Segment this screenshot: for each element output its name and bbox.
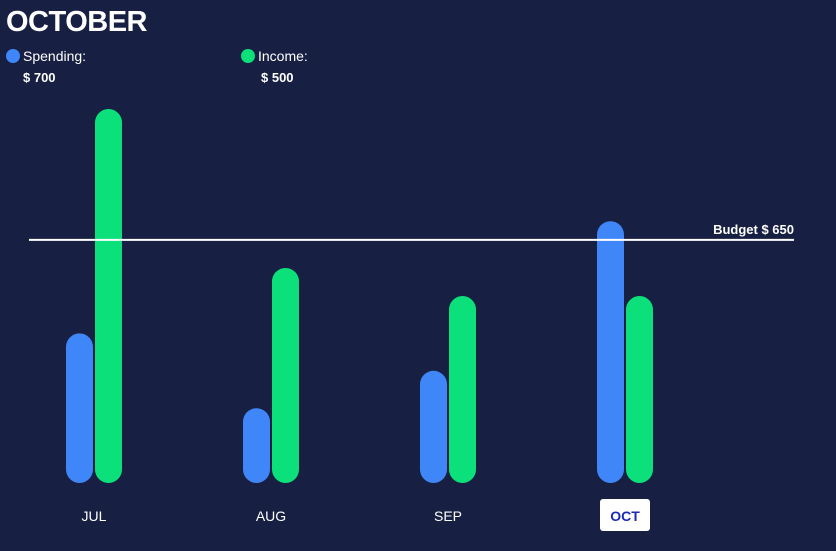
bar-spending-sep bbox=[420, 370, 447, 483]
x-tick-label-oct[interactable]: OCT bbox=[610, 508, 640, 524]
legend-income-value: $ 500 bbox=[261, 70, 294, 85]
bar-income-aug bbox=[272, 267, 299, 483]
bar-income-oct bbox=[626, 296, 653, 483]
income-dot-icon bbox=[241, 49, 255, 63]
page-title: OCTOBER bbox=[6, 6, 147, 38]
bar-spending-oct bbox=[597, 221, 624, 483]
bar-spending-aug bbox=[243, 408, 270, 483]
bar-spending-jul bbox=[66, 333, 93, 483]
legend-income: Income: $ 500 bbox=[241, 48, 308, 85]
budget-label: Budget $ 650 bbox=[713, 222, 794, 237]
legend-spending-value: $ 700 bbox=[23, 70, 56, 85]
x-tick-label-jul[interactable]: JUL bbox=[82, 508, 107, 524]
x-tick-label-aug[interactable]: AUG bbox=[256, 508, 286, 524]
selected-month-highlight[interactable] bbox=[600, 499, 650, 531]
spending-dot-icon bbox=[6, 49, 20, 63]
bar-income-sep bbox=[449, 296, 476, 483]
legend-spending: Spending: $ 700 bbox=[6, 48, 86, 85]
bar-income-jul bbox=[95, 109, 122, 483]
legend-spending-label: Spending: bbox=[23, 48, 87, 64]
legend-income-label: Income: bbox=[258, 48, 308, 64]
x-tick-label-sep[interactable]: SEP bbox=[434, 508, 462, 524]
